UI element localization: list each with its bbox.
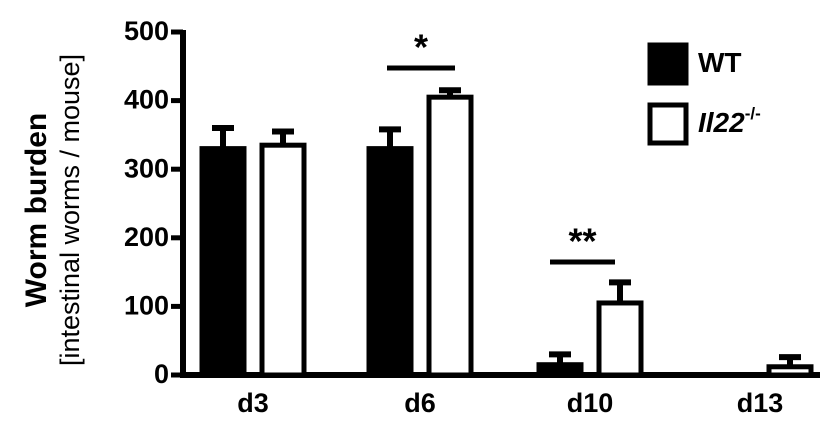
bar [536,362,584,378]
y-tick-label: 500 [124,16,169,46]
legend-swatch [647,42,689,86]
bar [366,146,414,378]
y-tick-label: 0 [154,359,169,389]
bar [259,142,307,378]
y-axis-label: [intestinal worms / mouse] [55,54,85,366]
y-axis-label: Worm burden [20,113,53,307]
bar [766,364,814,378]
significance-label: ** [568,221,596,262]
x-tick-label: d6 [404,388,436,418]
x-tick-label: d10 [567,388,614,418]
bar [199,146,247,378]
y-tick-label: 100 [124,291,169,321]
y-tick-label: 300 [124,153,169,183]
y-tick-label: 400 [124,85,169,115]
legend-superscript: -/- [745,104,761,123]
bar [426,94,474,378]
legend-label: Il22-/- [698,104,761,138]
legend-name: WT [698,47,742,78]
legend-label: WT [698,47,742,78]
x-tick-label: d3 [237,388,269,418]
legend-name: Il22 [698,107,745,138]
x-tick-label: d13 [737,388,784,418]
significance-label: * [414,27,428,68]
legend-swatch [647,102,689,146]
bar [596,300,644,378]
y-tick-label: 200 [124,222,169,252]
